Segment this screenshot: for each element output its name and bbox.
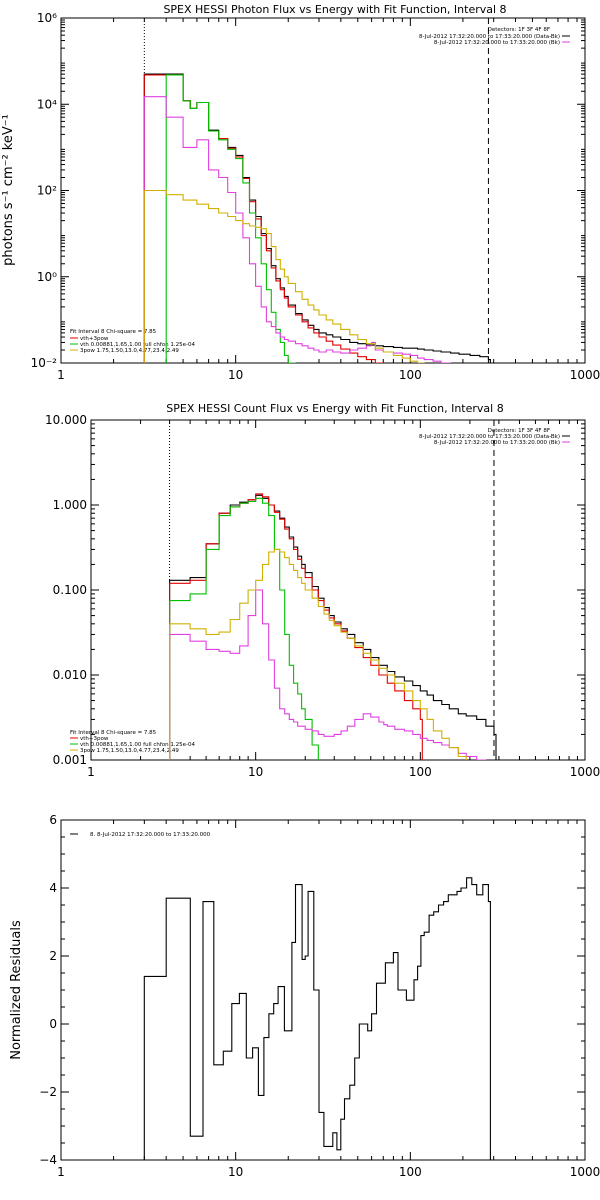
plot-frame — [90, 419, 586, 761]
fit-legend-entry: vth+3pow — [80, 736, 109, 742]
series-line-4 — [143, 189, 444, 363]
x-tick-label: 100 — [399, 1165, 422, 1179]
series-line-2 — [143, 74, 311, 363]
series-line-0 — [143, 73, 491, 363]
fit-legend-header: Fit Interval 8 Chi-square = 7.85 — [70, 329, 157, 335]
plot-frame — [60, 819, 586, 1161]
series-line-3 — [169, 589, 497, 760]
fit-legend-entry: 3pow 1.75,1.50,13.0,4.77,23.4,2.49 — [80, 348, 179, 354]
residual-legend-entry: 8. 8-Jul-2012 17:32:20.000 to 17:33:20.0… — [90, 832, 211, 838]
y-tick-label: 0.100 — [53, 583, 87, 597]
count-flux-panel: SPEX HESSI Count Flux vs Energy with Fit… — [45, 402, 600, 779]
legend-entry: 8-Jul-2012 17:32:20.000 to 17:33:20.000 … — [419, 434, 560, 440]
x-tick-label: 10 — [228, 368, 243, 382]
x-tick-label: 10 — [228, 1165, 243, 1179]
fit-legend-entry: vth 0.00881,1.65,1.00 full chfon 1.25e-0… — [80, 342, 196, 348]
legend-entry: 8-Jul-2012 17:32:20.000 to 17:33:20.000 … — [419, 34, 560, 40]
x-tick-label: 100 — [399, 368, 422, 382]
legend-entry: 8-Jul-2012 17:32:20.000 to 17:33:20.000 … — [434, 40, 560, 46]
y-tick-label: 10⁰ — [37, 270, 57, 284]
y-tick-label: 6 — [49, 813, 57, 827]
y-axis-label: photons s⁻¹ cm⁻² keV⁻¹ — [1, 114, 16, 266]
y-tick-label: 10.000 — [45, 413, 87, 427]
series-line-3 — [143, 96, 491, 363]
photon-flux-panel: SPEX HESSI Photon Flux vs Energy with Fi… — [1, 3, 600, 382]
x-tick-label: 1000 — [570, 1165, 600, 1179]
x-tick-label: 1000 — [570, 765, 600, 779]
fit-legend-entry: 3pow 1.75,1.50,13.0,4.77,23.4,2.49 — [80, 748, 179, 754]
y-tick-label: 4 — [49, 881, 57, 895]
x-tick-label: 100 — [409, 765, 432, 779]
series-group — [143, 73, 491, 363]
y-tick-label: −2 — [39, 1085, 57, 1099]
y-tick-label: 10⁶ — [37, 11, 57, 25]
series-group — [143, 877, 491, 1160]
y-tick-label: 10⁻² — [31, 356, 58, 370]
y-tick-label: 0.001 — [53, 753, 87, 767]
y-tick-label: −4 — [39, 1153, 57, 1167]
fit-legend-header: Fit Interval 8 Chi-square = 7.85 — [70, 730, 157, 736]
series-line-1 — [169, 493, 423, 760]
series-line-0 — [143, 877, 491, 1160]
chart-title: SPEX HESSI Count Flux vs Energy with Fit… — [166, 402, 503, 415]
plot-frame — [60, 17, 586, 364]
y-tick-label: 0 — [49, 1017, 57, 1031]
legend-entry: 8-Jul-2012 17:32:20.000 to 17:33:20.000 … — [434, 440, 560, 446]
y-axis-label: Normalized Residuals — [9, 920, 24, 1060]
y-tick-label: 10² — [37, 184, 57, 198]
x-tick-label: 1 — [87, 765, 95, 779]
y-tick-label: 0.010 — [53, 668, 87, 682]
y-tick-label: 10⁴ — [37, 97, 57, 111]
legend-header: Detectors: 1F 3F 4F 8F — [488, 27, 550, 33]
chart-title: SPEX HESSI Photon Flux vs Energy with Fi… — [163, 3, 506, 16]
series-line-4 — [169, 548, 469, 760]
x-tick-label: 1 — [57, 368, 65, 382]
x-tick-label: 10 — [248, 765, 263, 779]
series-line-1 — [143, 74, 421, 363]
x-tick-label: 1 — [57, 1165, 65, 1179]
legend-header: Detectors: 1F 3F 4F 8F — [488, 428, 550, 434]
series-group — [169, 493, 497, 760]
fit-legend-entry: vth 0.00881,1.65,1.00 full chfon 1.25e-0… — [80, 742, 196, 748]
series-line-2 — [169, 497, 321, 760]
y-tick-label: 1.000 — [53, 498, 87, 512]
y-tick-label: 2 — [49, 949, 57, 963]
fit-legend-entry: vth+3pow — [80, 336, 109, 342]
residuals-panel: Normalized Residuals 8. 8-Jul-2012 17:32… — [9, 813, 600, 1179]
x-tick-label: 1000 — [570, 368, 600, 382]
